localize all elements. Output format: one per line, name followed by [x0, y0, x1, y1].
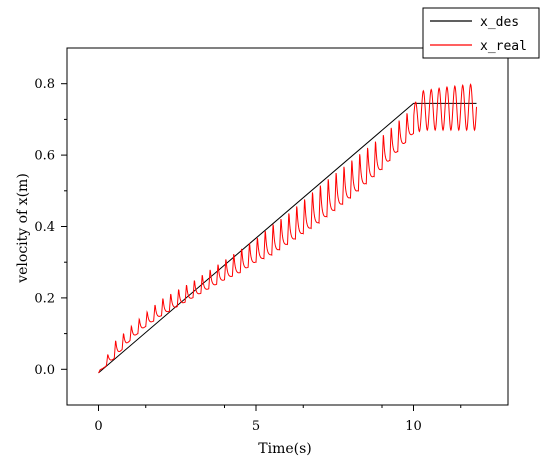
x-tick-label: 0 [94, 419, 102, 434]
plot-frame [66, 47, 509, 406]
y-tick-label: 0.4 [34, 220, 55, 235]
series-lines [98, 83, 477, 374]
tick-labels: 0 5 10 0.0 0.2 0.4 0.6 0.8 [34, 77, 421, 434]
y-axis-title: velocity of x(m) [15, 173, 31, 284]
legend-box [422, 7, 540, 59]
legend-label: x_real [480, 39, 527, 54]
legend: x_des x_real [422, 7, 540, 59]
y-tick-label: 0.8 [34, 77, 55, 92]
series-line-x-real [98, 83, 477, 374]
x-tick-label: 5 [252, 419, 260, 434]
y-tick-label: 0.6 [34, 149, 55, 164]
y-tick-label: 0.0 [34, 363, 55, 378]
x-axis-title: Time(s) [258, 441, 311, 457]
legend-label: x_des [480, 15, 519, 30]
tick-marks [61, 83, 462, 411]
x-tick-label: 10 [405, 419, 422, 434]
y-tick-label: 0.2 [34, 291, 55, 306]
